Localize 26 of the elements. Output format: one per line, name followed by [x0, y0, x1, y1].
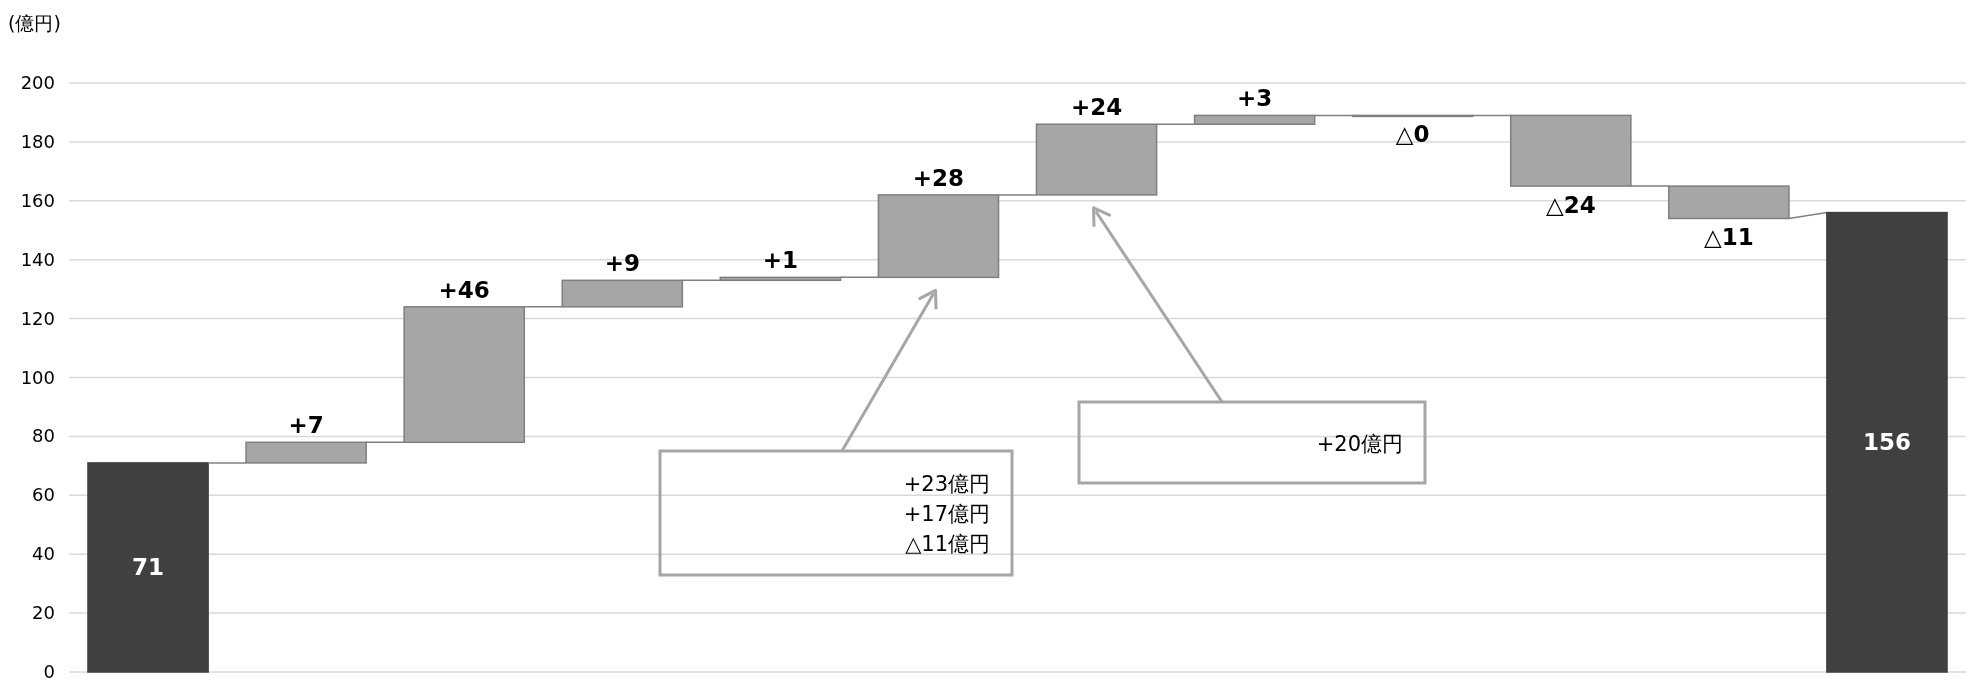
- y-tick-label: 200: [20, 72, 55, 93]
- y-tick-label: 20: [32, 602, 55, 624]
- data-label: +24: [1070, 94, 1123, 121]
- annotation: +23億円 +17億円 △11億円: [903, 472, 990, 556]
- annotation: +20億円: [1316, 431, 1403, 456]
- data-label: +28: [912, 164, 965, 191]
- y-tick-label: 160: [20, 189, 55, 211]
- y-tick-label: 100: [20, 366, 55, 388]
- y-tick-label: 120: [20, 307, 55, 329]
- y-tick-label: 40: [32, 543, 55, 565]
- data-label: △11: [1704, 224, 1754, 251]
- data-label: △0: [1395, 121, 1430, 148]
- y-tick-label: 60: [32, 484, 55, 506]
- y-tick-label: 180: [20, 130, 55, 152]
- data-label: +9: [604, 250, 640, 277]
- data-label: 71: [132, 554, 165, 581]
- data-label: +1: [762, 247, 799, 274]
- data-label: △24: [1545, 192, 1596, 219]
- data-label: +46: [438, 276, 490, 303]
- data-label: +7: [288, 412, 324, 439]
- y-axis-title: (億円): [8, 12, 61, 34]
- y-tick-label: 0: [43, 661, 55, 682]
- data-label: 156: [1862, 429, 1911, 456]
- y-tick-label: 80: [32, 425, 55, 447]
- data-label: +3: [1236, 85, 1273, 112]
- y-tick-label: 140: [20, 248, 55, 270]
